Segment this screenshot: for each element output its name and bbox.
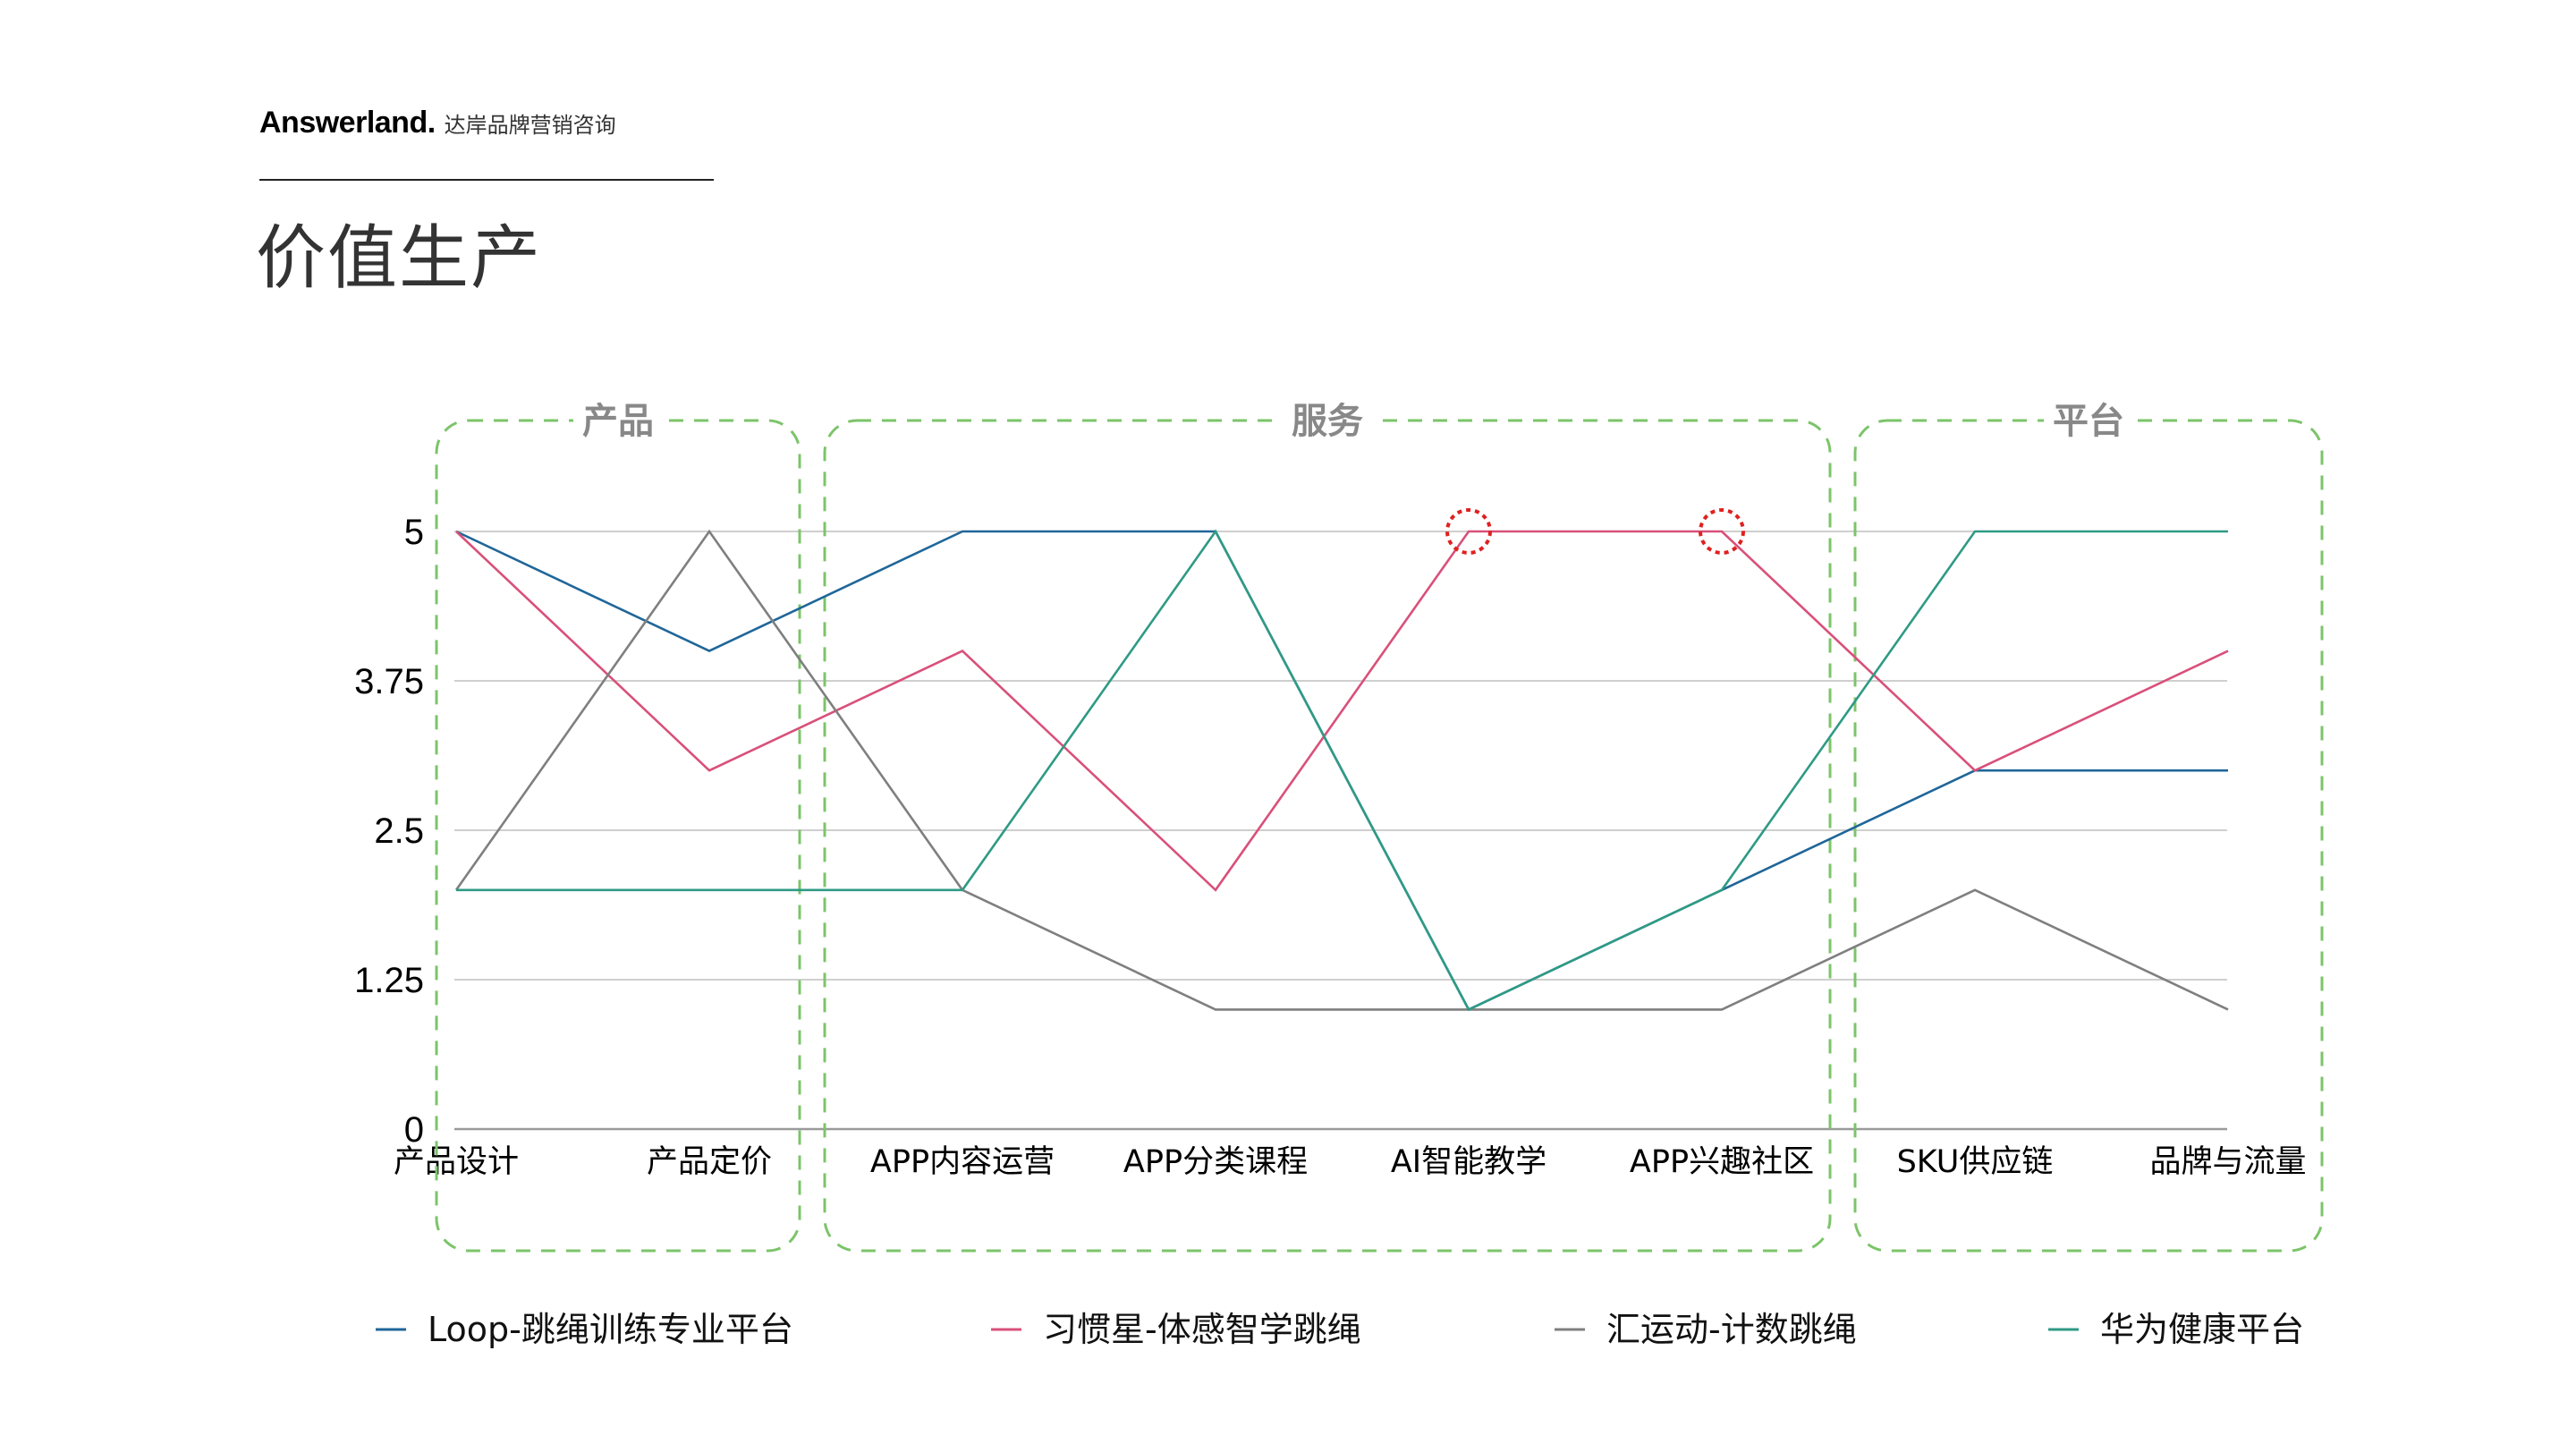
series-line xyxy=(454,529,2229,1011)
highlight-circle xyxy=(1699,508,1745,555)
legend-label: Loop-跳绳训练专业平台 xyxy=(428,1310,793,1349)
header: Answerland. 达岸品牌营销咨询 xyxy=(259,106,716,183)
x-tick-label: 产品设计 xyxy=(394,1144,519,1180)
brand-name: Answerland. xyxy=(259,106,436,140)
group-label: 平台 xyxy=(2053,401,2124,442)
series-line xyxy=(456,529,2228,1012)
x-tick-label: APP兴趣社区 xyxy=(1630,1144,1814,1180)
group-box xyxy=(1853,419,2324,1253)
group-box xyxy=(435,419,801,1253)
highlight-circle xyxy=(1445,508,1492,555)
y-tick-label: 2.5 xyxy=(374,811,424,851)
header-divider xyxy=(259,179,714,181)
brand-subtitle: 达岸品牌营销咨询 xyxy=(444,113,616,138)
y-tick-label: 5 xyxy=(404,513,424,552)
y-tick-label: 3.75 xyxy=(354,662,424,701)
group-label-bg xyxy=(2044,397,2133,444)
legend-label: 汇运动-计数跳绳 xyxy=(1606,1310,1857,1349)
legend-label: 华为健康平台 xyxy=(2100,1310,2304,1349)
x-tick-label: APP分类课程 xyxy=(1123,1144,1308,1180)
x-tick-label: 产品定价 xyxy=(647,1144,772,1180)
group-label-bg xyxy=(573,397,663,444)
x-tick-label: 品牌与流量 xyxy=(2149,1144,2306,1180)
x-tick-label: APP内容运营 xyxy=(870,1144,1055,1180)
y-tick-label: 1.25 xyxy=(354,961,424,1000)
y-tick-label: 0 xyxy=(404,1110,424,1150)
group-label: 产品 xyxy=(582,401,654,442)
group-box xyxy=(823,419,1832,1253)
legend-label: 习惯星-体感智学跳绳 xyxy=(1043,1310,1361,1349)
group-label-bg xyxy=(1283,397,1372,444)
x-tick-label: AI智能教学 xyxy=(1391,1144,1546,1180)
series-line xyxy=(455,530,2229,892)
group-label: 服务 xyxy=(1292,401,1363,442)
page-title: 价值生产 xyxy=(256,218,543,299)
x-tick-label: SKU供应链 xyxy=(1897,1144,2054,1180)
